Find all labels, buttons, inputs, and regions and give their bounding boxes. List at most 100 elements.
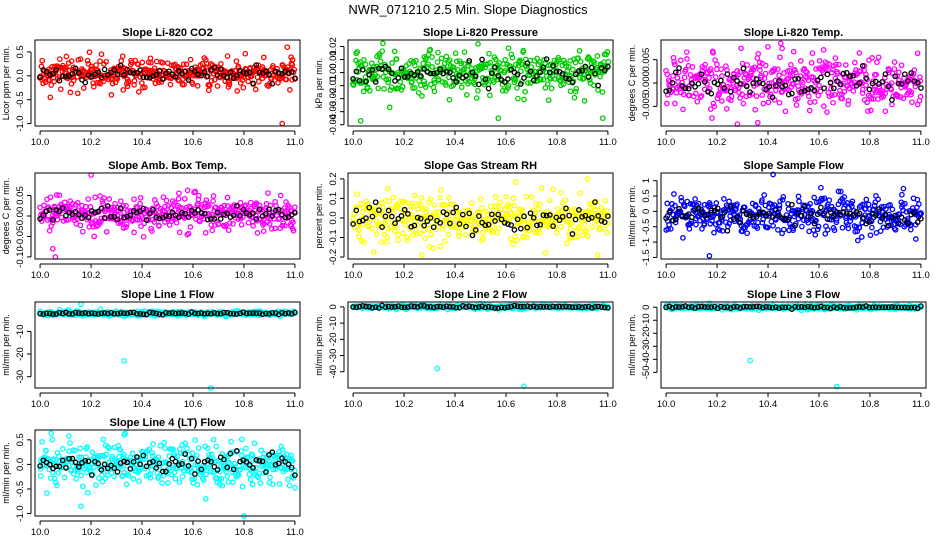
data-point: [748, 70, 754, 77]
data-point: [242, 50, 249, 57]
reference-point: [182, 210, 189, 217]
y-tick-label: -30: [328, 349, 339, 363]
x-tick-label: 10.6: [184, 270, 203, 281]
reference-point: [672, 69, 679, 76]
reference-point: [69, 70, 76, 77]
data-point: [160, 194, 167, 201]
reference-point: [185, 214, 192, 220]
data-point: [889, 101, 895, 108]
data-point: [221, 202, 228, 209]
data-point: [79, 483, 86, 490]
reference-point: [521, 213, 527, 220]
y-tick-label: -20: [641, 326, 652, 340]
y-axis: -40-30-20-100: [328, 304, 345, 379]
reference-point: [166, 213, 172, 220]
x-tick-label: 11.0: [286, 399, 304, 410]
reference-point: [469, 232, 476, 239]
data-point: [386, 198, 392, 205]
data-point: [874, 59, 880, 66]
reference-point: [192, 68, 198, 75]
data-point: [250, 223, 256, 229]
data-point: [383, 217, 389, 223]
data-point: [260, 54, 267, 61]
reference-point: [766, 83, 773, 90]
data-point: [384, 234, 391, 241]
data-point: [510, 195, 517, 202]
reference-point: [143, 217, 150, 223]
data-point: [795, 95, 801, 102]
reference-point: [114, 71, 121, 78]
data-point: [456, 229, 462, 235]
data-point: [445, 231, 452, 238]
reference-point: [456, 221, 463, 227]
reference-point: [430, 70, 437, 77]
data-point: [506, 215, 513, 222]
outlier-point: [594, 252, 601, 258]
data-point: [546, 197, 553, 204]
data-point: [850, 88, 857, 94]
data-point: [176, 190, 182, 197]
reference-point: [356, 218, 363, 225]
data-point: [109, 80, 116, 87]
data-point: [417, 202, 424, 208]
y-tick-label: -0.005: [641, 93, 652, 120]
x-axis: 10.0 10.2 10.4 10.6 10.8 11.0: [31, 130, 304, 148]
data-point: [265, 190, 271, 196]
data-point: [421, 78, 427, 85]
data-point: [502, 56, 509, 63]
reference-point: [369, 213, 376, 220]
data-point: [759, 92, 766, 98]
reference-point: [834, 78, 840, 85]
reference-point: [221, 211, 227, 218]
reference-point: [198, 210, 205, 216]
reference-point: [382, 213, 389, 220]
x-tick-label: 10.6: [184, 137, 203, 148]
reference-point: [540, 212, 547, 219]
data-point: [97, 80, 104, 87]
data-point: [671, 61, 678, 68]
data-point: [415, 206, 421, 213]
y-tick-label: 0.00: [328, 63, 339, 82]
data-point: [868, 107, 874, 114]
x-tick-label: 10.6: [497, 137, 516, 148]
data-point: [434, 59, 441, 65]
data-point: [710, 49, 717, 56]
x-axis: 10.0 10.2 10.4 10.6 10.8 11.0: [657, 263, 930, 281]
reference-point: [450, 75, 456, 81]
data-point: [92, 218, 99, 224]
data-point: [55, 470, 62, 476]
data-point: [750, 75, 757, 82]
data-point: [226, 81, 233, 88]
reference-point: [198, 72, 205, 79]
data-point: [670, 73, 676, 79]
data-point: [97, 58, 103, 64]
data-point: [497, 199, 504, 206]
data-point: [561, 57, 567, 64]
data-point: [743, 93, 750, 100]
data-point: [758, 74, 765, 81]
reference-point: [192, 210, 198, 217]
x-tick-label: 10.2: [395, 137, 414, 148]
reference-point: [95, 208, 102, 215]
data-point: [92, 194, 98, 201]
data-point: [461, 66, 468, 73]
y-tick-label: -0.5: [641, 219, 652, 235]
reference-point: [492, 64, 498, 71]
reference-point: [230, 212, 237, 219]
data-point: [789, 72, 796, 79]
data-point: [93, 62, 99, 68]
reference-point: [163, 212, 169, 219]
data-point: [859, 79, 865, 86]
reference-point: [204, 73, 211, 80]
data-point: [537, 230, 543, 236]
data-point: [184, 187, 191, 194]
data-point: [511, 202, 518, 209]
x-tick-label: 10.2: [708, 399, 727, 410]
data-point: [604, 229, 611, 236]
data-point: [442, 202, 449, 209]
outlier-point: [49, 245, 56, 252]
data-point: [369, 225, 375, 232]
data-point: [788, 61, 794, 68]
data-point: [863, 71, 869, 78]
